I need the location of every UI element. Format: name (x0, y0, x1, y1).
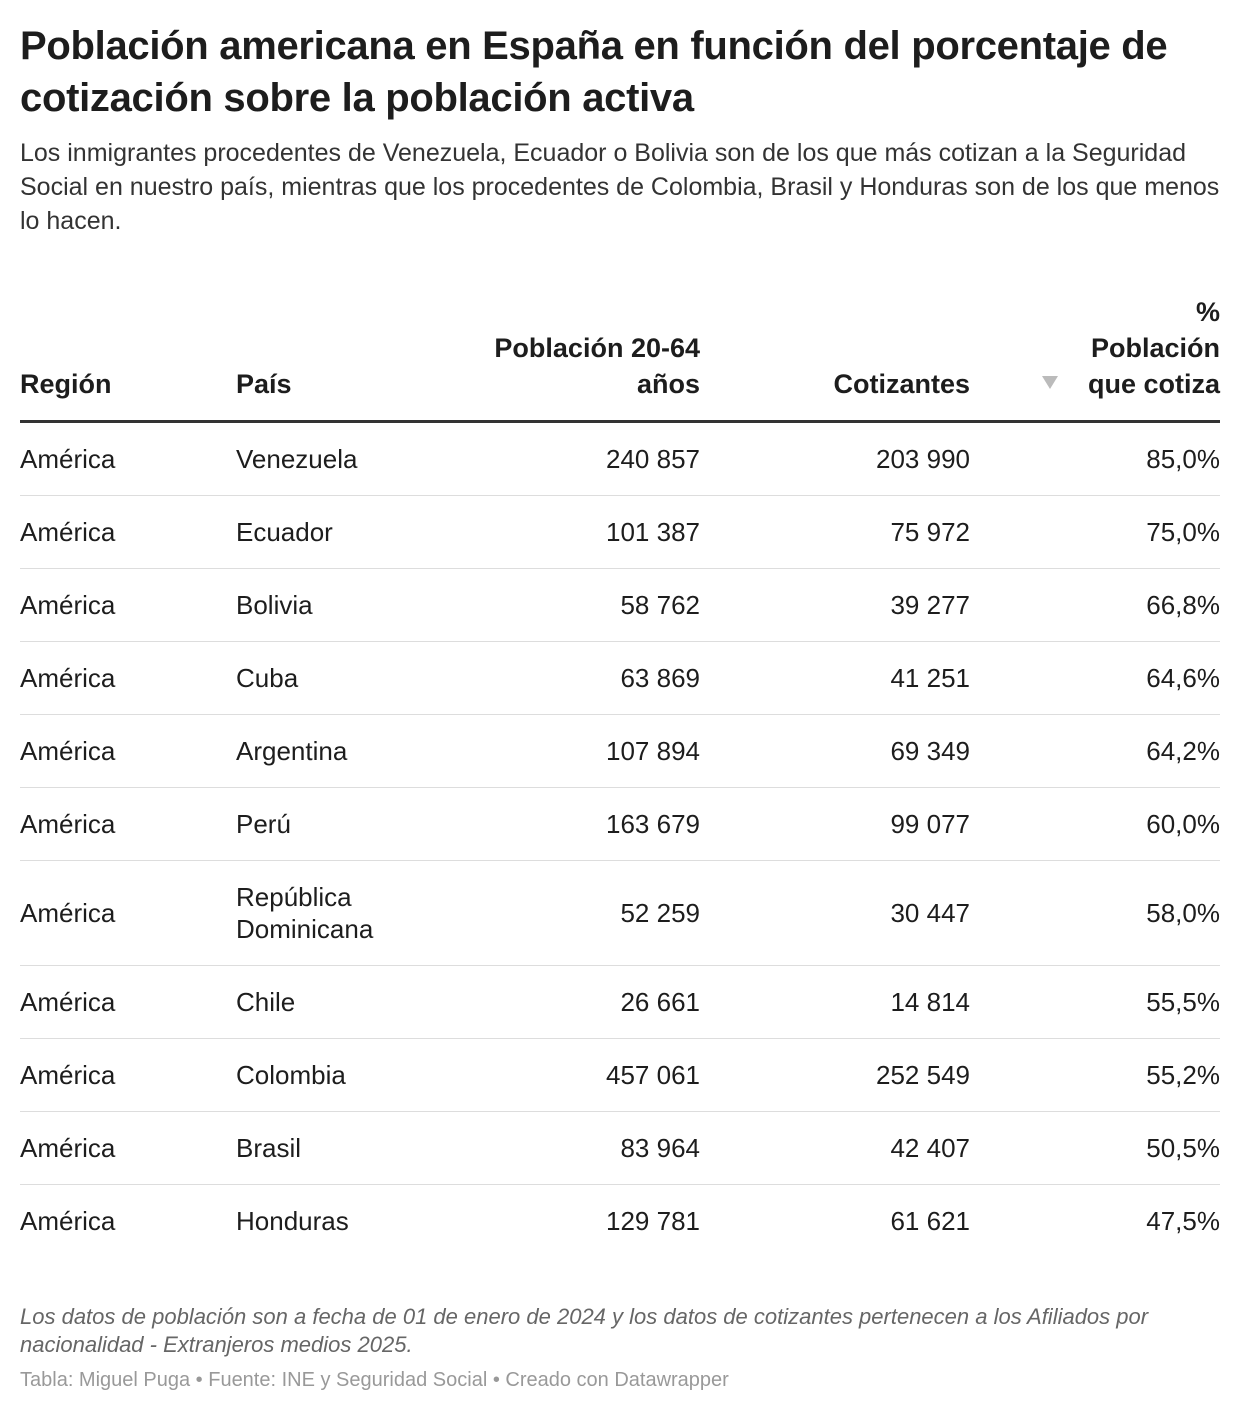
table-cell: Argentina (236, 714, 480, 788)
table-row: América Brasil 83 964 42 407 50,5% (20, 1111, 1220, 1185)
table-cell: Venezuela (236, 421, 480, 496)
column-header[interactable]: Población 20-64 años (480, 294, 700, 423)
table-row: América Honduras 129 781 61 621 47,5% (20, 1185, 1220, 1258)
table-cell: América (20, 1206, 116, 1236)
column-header-text: País (236, 369, 292, 399)
table-cell: 55,5% (970, 965, 1220, 1039)
table-cell: 69 349 (700, 714, 970, 788)
table-cell: América (20, 495, 236, 569)
table-cell: 107 894 (480, 714, 700, 788)
table-cell: Perú (236, 787, 480, 861)
table-cell: 52 259 (480, 860, 700, 966)
table-cell: Colombia (236, 1038, 480, 1112)
column-header[interactable]: País (236, 294, 480, 423)
table-cell: 39 277 (700, 568, 970, 642)
table-cell: 55,2% (970, 1038, 1220, 1112)
column-header-text: Cotizantes (833, 369, 970, 399)
footnote: Los datos de población son a fecha de 01… (20, 1304, 1149, 1357)
table-row: América Perú 163 679 99 077 60,0% (20, 787, 1220, 861)
table-cell: 58,0% (970, 860, 1220, 966)
table-cell: 58 762 (480, 568, 700, 642)
byline: Tabla: Miguel Puga • Fuente: INE y Segur… (20, 1369, 729, 1391)
table-row: América Argentina 107 894 69 349 64,2% (20, 714, 1220, 788)
table-cell: 64,6% (970, 641, 1220, 715)
table-row: América Chile 26 661 14 814 55,5% (20, 965, 1220, 1039)
table-body: América Venezuela 240 857 203 990 85,0% Améri… (20, 421, 1220, 1258)
sort-arrow (1042, 376, 1058, 389)
table-cell: Cuba (236, 641, 480, 715)
table-cell: Brasil (236, 1111, 480, 1185)
table-cell: América (20, 965, 236, 1039)
column-header-text: % Población que cotiza (1087, 297, 1220, 399)
table-cell: 83 964 (480, 1111, 700, 1185)
table-cell: 240 857 (480, 421, 700, 496)
table-cell: América (20, 641, 236, 715)
column-header[interactable]: % Población que cotiza (970, 294, 1220, 423)
table-cell: Bolivia (236, 568, 480, 642)
table-cell: 41 251 (700, 641, 970, 715)
table-cell: 60,0% (970, 787, 1220, 861)
table-row: América República Dominicana 52 259 30 447 5… (20, 860, 1220, 966)
table-cell: 50,5% (970, 1111, 1220, 1185)
table-cell: 129 781 (606, 1206, 700, 1236)
table-cell: 42 407 (700, 1111, 970, 1185)
column-header-text: Región (20, 369, 112, 399)
table-cell: Chile (236, 965, 480, 1039)
table-cell: 64,2% (970, 714, 1220, 788)
title: Población americana en España en función… (20, 24, 1168, 120)
table-cell: 47,5% (1146, 1206, 1220, 1236)
table-cell: República Dominicana (236, 860, 480, 966)
table-cell: 75,0% (970, 495, 1220, 569)
table-cell: 99 077 (700, 787, 970, 861)
table-cell: 61 621 (890, 1206, 970, 1236)
table-cell: 66,8% (970, 568, 1220, 642)
table-cell: 203 990 (700, 421, 970, 496)
table-cell: 163 679 (480, 787, 700, 861)
table-cell: 101 387 (480, 495, 700, 569)
table-row: América Colombia 457 061 252 549 55,2% (20, 1038, 1220, 1112)
table-cell: Ecuador (236, 495, 480, 569)
table-cell: América (20, 1111, 236, 1185)
table-cell: Honduras (236, 1206, 349, 1236)
table-cell: América (20, 421, 236, 496)
column-header[interactable]: Cotizantes (700, 294, 970, 423)
table-row: América Bolivia 58 762 39 277 66,8% (20, 568, 1220, 642)
table-cell: 85,0% (970, 421, 1220, 496)
table-row: América Ecuador 101 387 75 972 75,0% (20, 495, 1220, 569)
table-cell: América (20, 1038, 236, 1112)
column-header-text: Población 20-64 años (494, 333, 700, 399)
table-cell: 30 447 (700, 860, 970, 966)
header-row: Región País Población 20-64 años Cotizantes… (20, 294, 1220, 423)
table-cell: América (20, 568, 236, 642)
data-table: Región País Población 20-64 años Cotizantes… (20, 294, 1220, 1257)
table-cell: 26 661 (480, 965, 700, 1039)
table-cell: América (20, 860, 236, 966)
container: Población americana en España en función… (20, 24, 1220, 1391)
table-cell: 252 549 (700, 1038, 970, 1112)
table-cell: 75 972 (700, 495, 970, 569)
table-cell: América (20, 714, 236, 788)
subtitle: Los inmigrantes procedentes de Venezuela… (20, 139, 1220, 235)
table-row: América Venezuela 240 857 203 990 85,0% (20, 421, 1220, 496)
table-cell: 457 061 (480, 1038, 700, 1112)
table-row: América Cuba 63 869 41 251 64,6% (20, 641, 1220, 715)
table-cell: América (20, 787, 236, 861)
column-header[interactable]: Región (20, 294, 236, 423)
table-cell: 63 869 (480, 641, 700, 715)
table-cell: 14 814 (700, 965, 970, 1039)
